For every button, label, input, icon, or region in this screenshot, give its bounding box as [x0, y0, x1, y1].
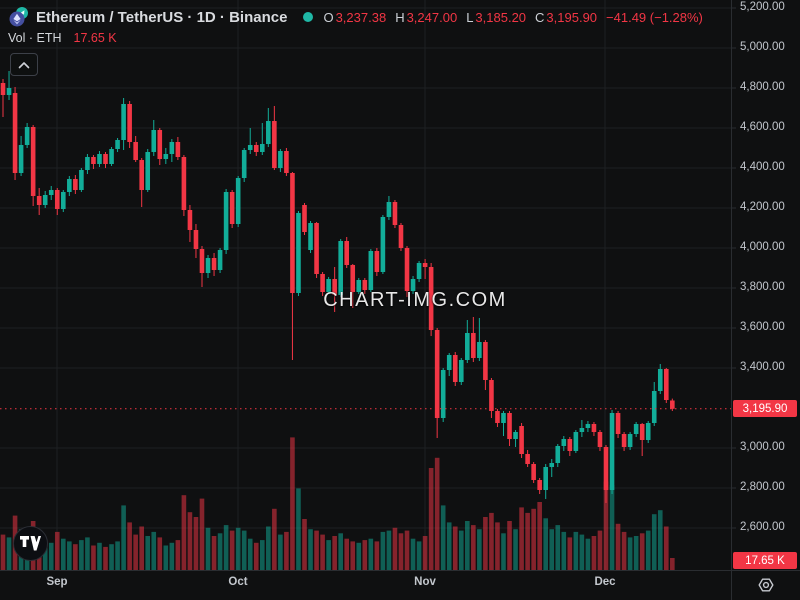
price-tick-label: 3,800.00: [740, 281, 785, 293]
price-tick-label: 4,600.00: [740, 121, 785, 133]
ohlc-high-value: 3,247.00: [406, 9, 458, 25]
ohlc-change-value: −41.49 (−1.28%): [606, 9, 703, 25]
settings-button[interactable]: [756, 575, 776, 595]
ohlc-low-label: L: [466, 9, 474, 25]
price-tick-label: 5,000.00: [740, 41, 785, 53]
chevron-up-icon: [18, 61, 30, 69]
time-tick-label: Nov: [414, 576, 436, 588]
collapse-panel-button[interactable]: [10, 53, 38, 76]
symbol-title[interactable]: Ethereum / TetherUS · 1D · Binance: [36, 8, 288, 26]
time-tick-label: Sep: [46, 576, 68, 588]
price-tick-label: 3,000.00: [740, 441, 785, 453]
ohlc-open-label: O: [323, 9, 334, 25]
symbol-row: Ethereum / TetherUS · 1D · Binance O 3,2…: [8, 6, 703, 28]
volume-row: Vol · ETH 17.65 K: [8, 31, 703, 45]
tradingview-logo[interactable]: [13, 526, 48, 561]
volume-badge: 17.65 K: [733, 552, 797, 569]
ohlc-close-value: 3,195.90: [546, 9, 598, 25]
ethereum-icon: [8, 6, 30, 28]
settings-nut-icon: [756, 575, 776, 595]
price-tick-label: 3,600.00: [740, 321, 785, 333]
price-tick-label: 4,000.00: [740, 241, 785, 253]
time-tick-label: Dec: [594, 576, 616, 588]
price-tick-label: 5,200.00: [740, 1, 785, 13]
time-tick-label: Oct: [228, 576, 248, 588]
price-tick-label: 3,400.00: [740, 361, 785, 373]
ohlc-open-value: 3,237.38: [335, 9, 387, 25]
chart-header: Ethereum / TetherUS · 1D · Binance O 3,2…: [8, 6, 703, 76]
ohlc-high-label: H: [395, 9, 405, 25]
price-tick-label: 4,400.00: [740, 161, 785, 173]
ohlc-close-label: C: [535, 9, 545, 25]
time-axis[interactable]: Sep Oct Nov Dec: [0, 570, 732, 600]
price-tick-label: 2,600.00: [740, 521, 785, 533]
price-tick-label: 4,800.00: [740, 81, 785, 93]
ohlc-row: O 3,237.38 H 3,247.00 L 3,185.20 C 3,195…: [323, 10, 702, 25]
volume-label: Vol · ETH: [8, 31, 62, 45]
watermark: CHART-IMG.COM: [323, 289, 507, 311]
price-axis[interactable]: 3,195.90 17.65 K 5,200.00 5,000.00 4,800.0…: [732, 0, 800, 570]
tradingview-logo-icon: [20, 536, 41, 551]
volume-value: 17.65 K: [73, 31, 117, 45]
ohlc-low-value: 3,185.20: [475, 9, 527, 25]
last-price-badge: 3,195.90: [733, 400, 797, 418]
price-tick-label: 4,200.00: [740, 201, 785, 213]
market-status-dot-icon: [303, 12, 314, 22]
price-tick-label: 2,800.00: [740, 481, 785, 493]
